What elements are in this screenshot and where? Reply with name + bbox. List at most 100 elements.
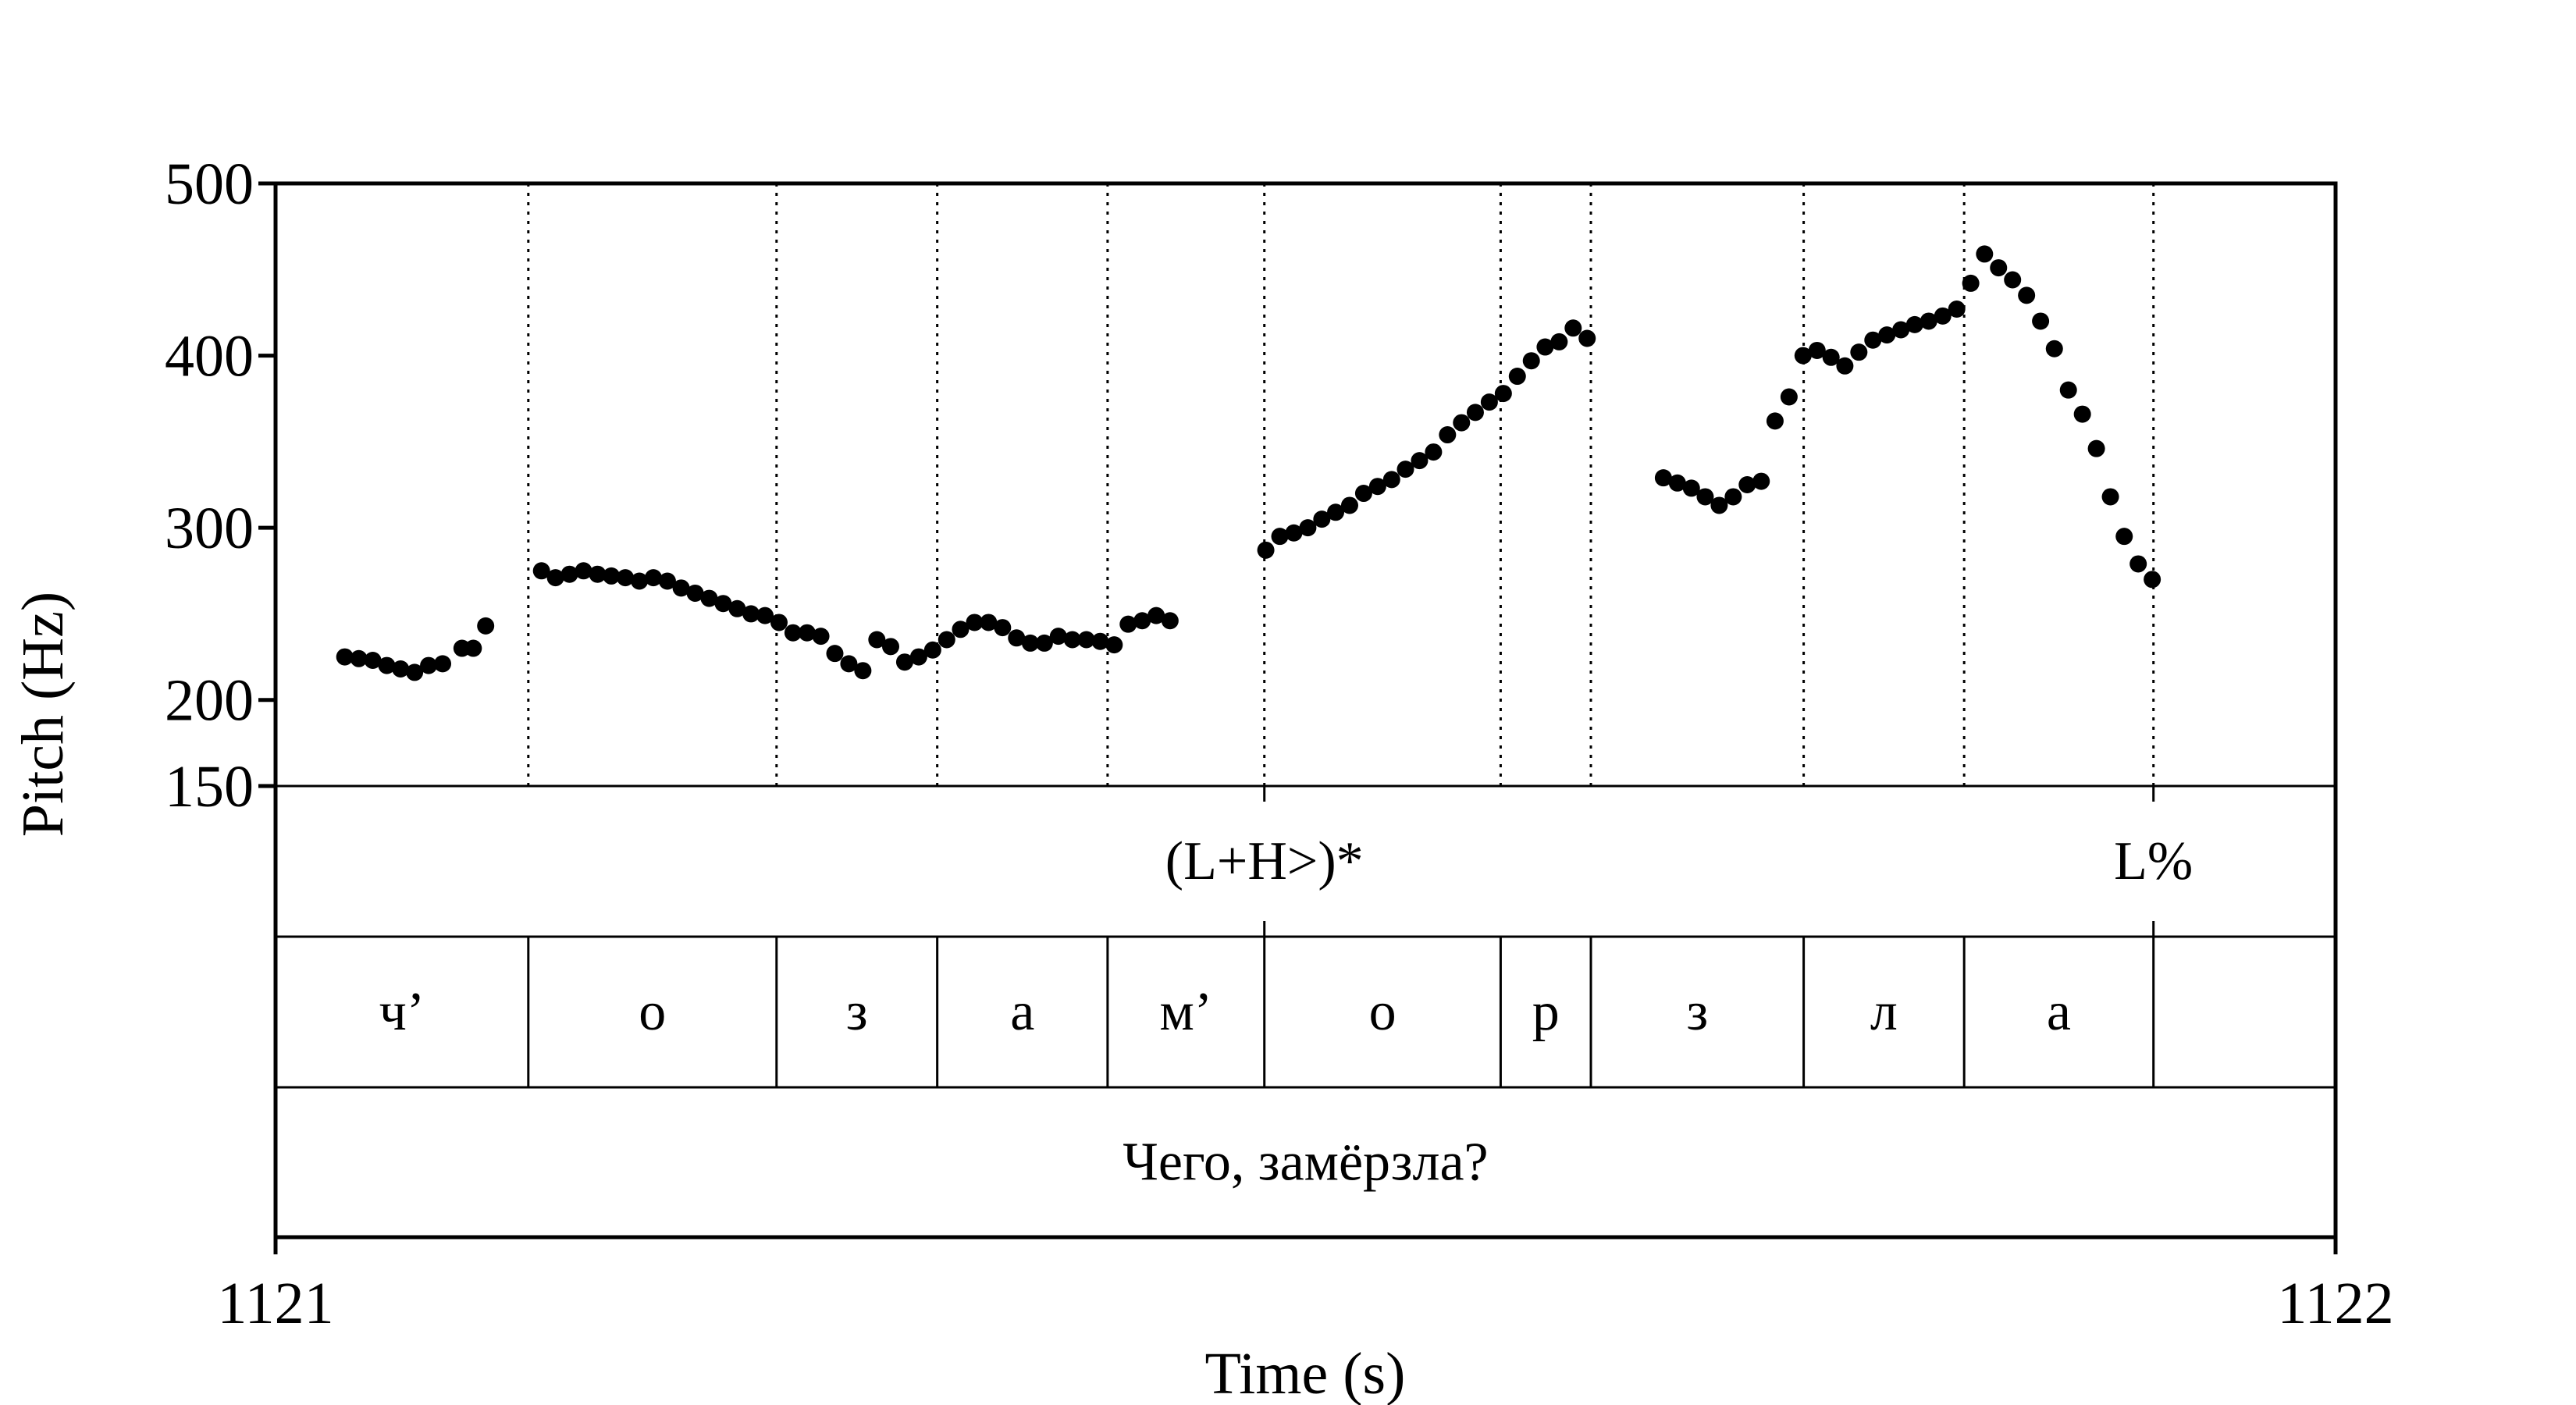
pitch-point <box>1724 488 1742 506</box>
y-tick-label: 500 <box>165 151 254 217</box>
pitch-point <box>854 662 872 680</box>
pitch-point <box>1271 528 1289 546</box>
utterance-label: Чего, замёрзла? <box>1123 1132 1488 1192</box>
pitch-point <box>2004 271 2022 289</box>
pitch-point <box>1822 348 1840 366</box>
tone-label: L% <box>2114 831 2193 891</box>
y-axis-ticks: 500 400 300 200 150 <box>165 151 276 820</box>
pitch-point <box>1008 629 1026 647</box>
pitch-point <box>1990 259 2008 277</box>
pitch-point <box>1439 426 1457 444</box>
pitch-point <box>1091 632 1109 650</box>
x-axis-ticks: 1121 1122 <box>217 1237 2394 1336</box>
pitch-point <box>1934 307 1952 325</box>
pitch-point <box>658 572 676 590</box>
pitch-point <box>1453 414 1471 432</box>
pitch-point <box>406 663 424 681</box>
pitch-point <box>980 614 998 631</box>
y-tick-label: 150 <box>165 754 254 820</box>
boundary-lines <box>527 183 2155 1087</box>
segment-label: о <box>1369 982 1397 1042</box>
y-tick-label: 400 <box>165 324 254 389</box>
pitch-point <box>1850 343 1868 361</box>
pitch-point <box>617 569 635 587</box>
segment-label: а <box>1010 982 1034 1042</box>
pitch-point <box>1766 412 1784 430</box>
pitch-point <box>1668 474 1686 492</box>
pitch-point <box>546 569 564 587</box>
pitch-point <box>1021 634 1039 652</box>
pitch-point <box>1411 452 1429 470</box>
pitch-point <box>882 638 900 656</box>
pitch-point <box>672 579 690 597</box>
pitch-point <box>1161 612 1179 630</box>
pitch-point <box>1564 319 1582 337</box>
pitch-point <box>812 628 830 646</box>
pitch-point <box>784 624 802 642</box>
segment-label: р <box>1532 982 1560 1042</box>
pitch-point <box>2018 286 2036 304</box>
pitch-point <box>464 639 482 657</box>
pitch-point <box>434 655 452 673</box>
pitch-point <box>1864 331 1882 349</box>
segment-label: ч’ <box>379 982 425 1042</box>
pitch-point <box>840 655 858 673</box>
pitch-point <box>938 631 955 649</box>
pitch-point <box>1119 615 1137 633</box>
pitch-point <box>1327 503 1345 521</box>
pitch-point <box>560 565 578 583</box>
pitch-point <box>2115 528 2133 546</box>
pitch-point <box>1133 612 1151 630</box>
segment-label: м’ <box>1160 982 1213 1042</box>
x-tick-label: 1121 <box>217 1271 333 1336</box>
pitch-point <box>1948 301 1966 318</box>
pitch-point <box>532 562 550 580</box>
pitch-point <box>1976 245 1994 263</box>
pitch-point <box>1049 628 1067 646</box>
pitch-point <box>1077 631 1095 649</box>
tone-label: (L+H>)* <box>1165 831 1364 891</box>
pitch-point <box>756 606 774 624</box>
pitch-point <box>1063 631 1081 649</box>
pitch-point <box>952 621 970 638</box>
pitch-point <box>2144 571 2161 589</box>
segment-label: л <box>1870 982 1898 1042</box>
y-tick-label: 300 <box>165 496 254 561</box>
pitch-point <box>2032 312 2050 330</box>
segment-label: о <box>639 982 666 1042</box>
pitch-point <box>1550 333 1568 350</box>
pitch-point <box>2129 555 2147 573</box>
pitch-point <box>1425 443 1443 461</box>
pitch-point <box>1836 357 1854 375</box>
pitch-point <box>1397 461 1414 478</box>
segment-label: з <box>846 982 868 1042</box>
pitch-point <box>631 572 649 590</box>
pitch-point <box>686 584 704 602</box>
pitch-point <box>2087 439 2105 457</box>
pitch-point <box>2045 340 2063 357</box>
pitch-point <box>895 653 913 671</box>
annotation-tiers: (L+H>)* L% ч’ о з а м’ о р з л а Чего, замёрзла? <box>379 831 2194 1193</box>
pitch-point <box>644 569 662 587</box>
pitch-point <box>2101 488 2119 506</box>
plot-frame <box>273 181 2338 1240</box>
pitch-point <box>1654 469 1672 487</box>
y-tick-label: 200 <box>165 668 254 734</box>
pitch-point <box>603 567 621 585</box>
pitch-point <box>1147 606 1165 624</box>
pitch-point <box>1682 479 1700 497</box>
pitch-point <box>1105 636 1123 654</box>
pitch-point <box>868 631 886 649</box>
pitch-point <box>966 614 984 631</box>
pitch-point <box>1368 478 1386 496</box>
pitch-point <box>477 617 495 635</box>
pitch-point <box>378 656 396 674</box>
chart-frame <box>273 181 2338 1240</box>
pitch-point <box>994 619 1012 637</box>
pitch-point <box>923 641 941 659</box>
pitch-point <box>1878 326 1896 344</box>
segment-label: з <box>1686 982 1708 1042</box>
pitch-point <box>742 605 760 623</box>
pitch-point <box>770 614 788 631</box>
pitch-point <box>1382 471 1400 489</box>
